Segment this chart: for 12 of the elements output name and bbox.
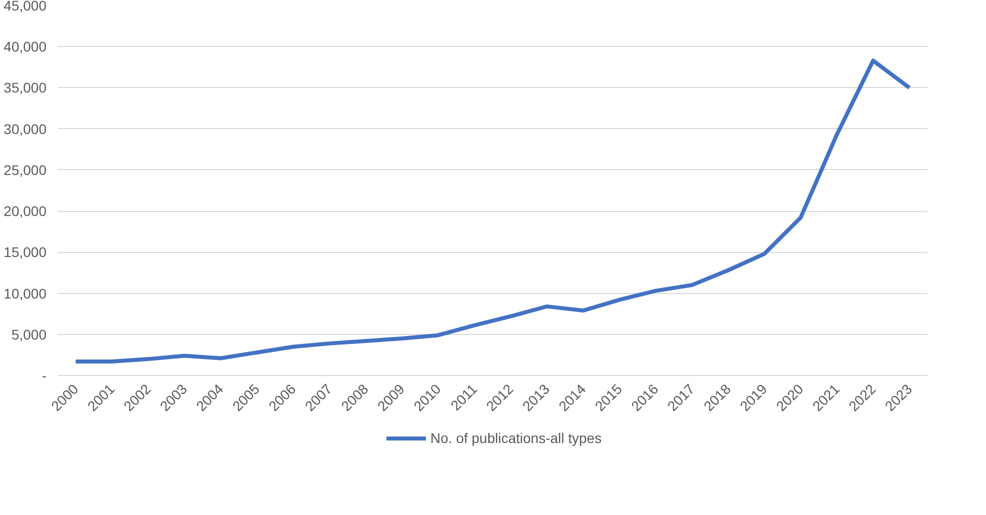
y-tick-label: 5,000 (11, 326, 47, 342)
y-tick-label: 35,000 (4, 80, 47, 96)
legend-label: No. of publications-all types (430, 430, 602, 446)
y-tick-label: 45,000 (4, 0, 47, 14)
y-tick-label: 25,000 (4, 162, 47, 178)
y-tick-label: 10,000 (4, 285, 47, 302)
y-tick-label: 30,000 (4, 120, 47, 137)
y-tick-label: 15,000 (4, 244, 47, 260)
y-tick-label: 20,000 (4, 203, 47, 220)
y-tick-label: - (42, 368, 47, 384)
line-series (74, 58, 912, 364)
y-tick-label: 40,000 (4, 38, 47, 55)
